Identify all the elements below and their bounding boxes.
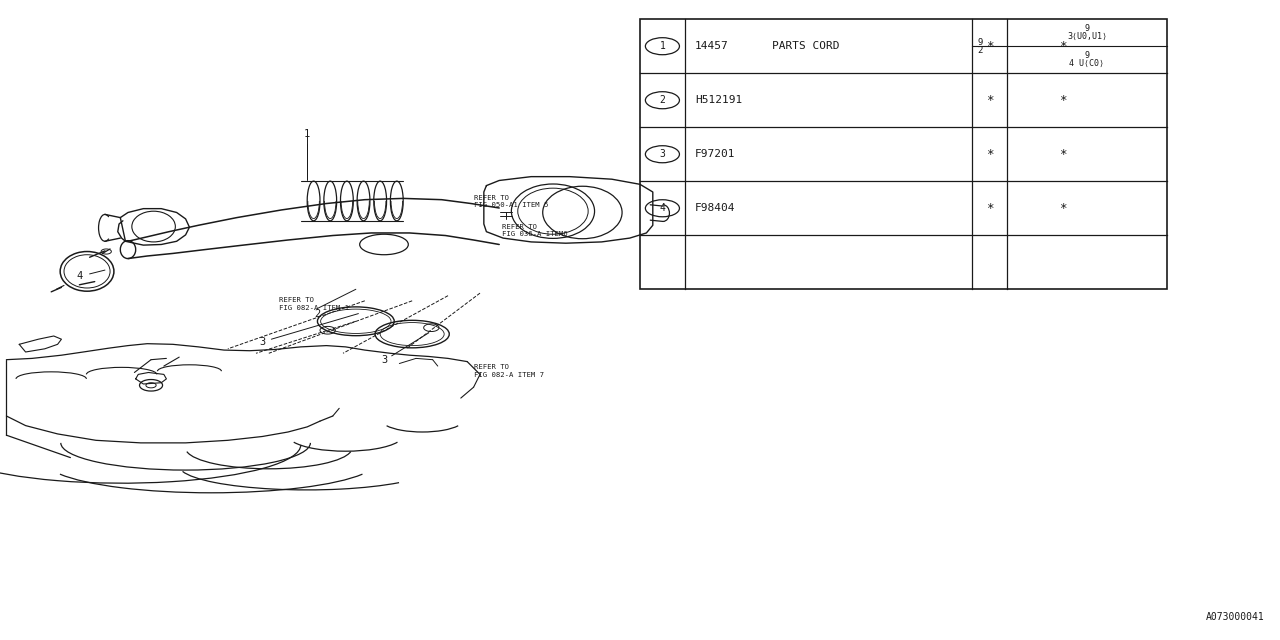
Text: 1: 1 (305, 129, 310, 140)
Text: REFER TO
FIG 050-A1 ITEM 5: REFER TO FIG 050-A1 ITEM 5 (474, 195, 548, 209)
Text: *: * (1059, 148, 1066, 161)
Text: REFER TO
FIG 082-A ITEM 7: REFER TO FIG 082-A ITEM 7 (474, 364, 544, 378)
Text: 3: 3 (260, 337, 265, 347)
Text: 14457: 14457 (695, 41, 728, 51)
Text: 3: 3 (659, 149, 666, 159)
Text: 1: 1 (659, 41, 666, 51)
Bar (640, 19, 1167, 289)
Text: 9
3⟨U0,U1⟩: 9 3⟨U0,U1⟩ (1068, 24, 1107, 41)
Text: 2: 2 (315, 308, 320, 319)
Text: 3: 3 (381, 355, 387, 365)
Text: 9
2: 9 2 (978, 38, 983, 55)
Text: REFER TO
FIG 036-A ITEM6: REFER TO FIG 036-A ITEM6 (502, 223, 567, 237)
Text: F98404: F98404 (695, 204, 736, 213)
Text: H512191: H512191 (695, 95, 742, 105)
Text: 2: 2 (659, 95, 666, 105)
Text: *: * (1059, 202, 1066, 215)
Text: 9
4 U⟨C0⟩: 9 4 U⟨C0⟩ (1069, 51, 1105, 68)
Text: *: * (1059, 40, 1066, 52)
Text: A073000041: A073000041 (1206, 612, 1265, 622)
Text: *: * (1059, 93, 1066, 107)
Text: *: * (986, 40, 993, 52)
Text: 4: 4 (659, 204, 666, 213)
Text: PARTS CORD: PARTS CORD (772, 41, 840, 51)
Text: REFER TO
FIG 082-A ITEM 1: REFER TO FIG 082-A ITEM 1 (279, 297, 349, 311)
Text: *: * (986, 93, 993, 107)
Text: *: * (986, 148, 993, 161)
Text: 4: 4 (77, 271, 82, 282)
Text: F97201: F97201 (695, 149, 736, 159)
Text: *: * (986, 202, 993, 215)
